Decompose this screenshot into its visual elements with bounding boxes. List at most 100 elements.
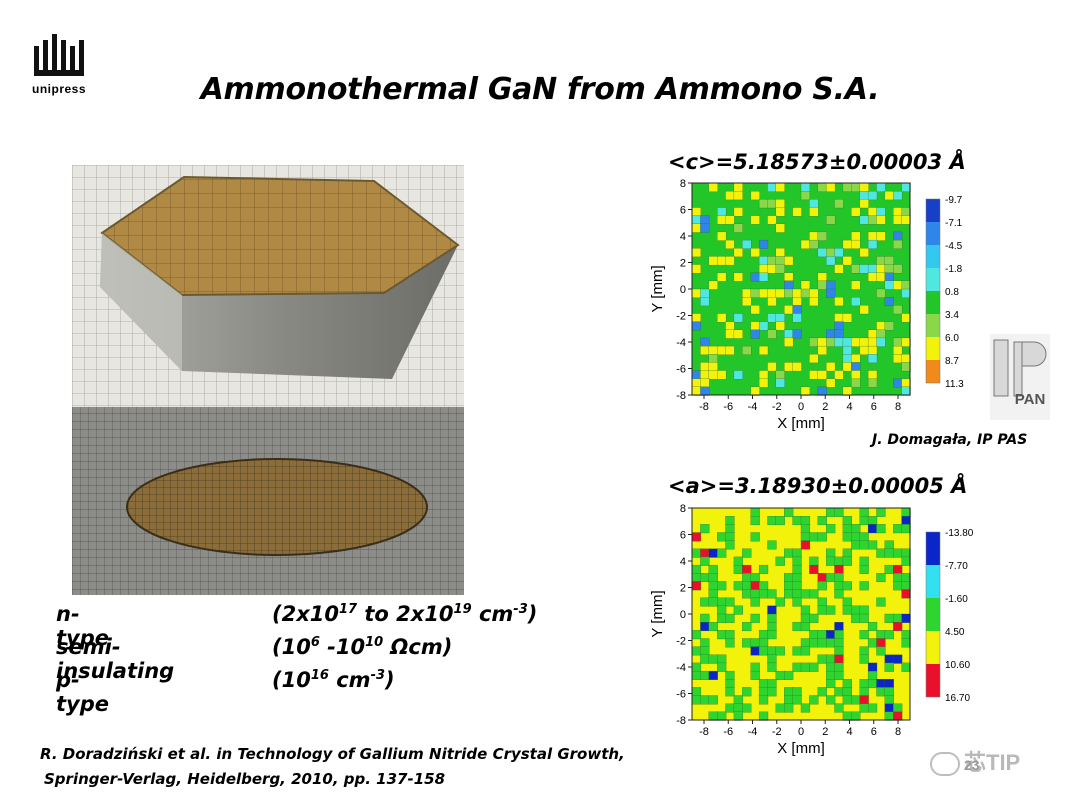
map-cell [859,337,869,347]
map-cell [750,329,760,339]
map-cell [725,239,735,249]
legend-swatch [926,337,940,360]
map-cell [750,638,760,648]
map-cell [884,191,894,201]
map-cell [758,679,769,689]
map-cell [893,711,903,721]
map-cell [867,370,878,380]
map-cell [717,597,727,607]
map-cell [708,695,718,705]
map-cell [901,313,911,323]
map-cell [893,231,903,241]
map-cell [834,264,844,274]
map-cell [725,516,735,526]
map-cell [750,516,760,526]
map-cell [876,638,886,648]
map-cell [901,386,911,396]
map-cell [750,532,760,542]
unipress-logo [34,34,84,76]
map-cell [758,695,769,705]
map-cell [867,679,878,689]
map-cell [876,630,886,640]
map-cell [775,703,785,713]
map-cell [901,630,911,640]
legend-swatch [926,268,940,291]
y-tick-label: -6 [676,364,686,376]
map-cell [691,662,702,672]
legend-label: 3.4 [945,310,959,321]
map-cell [742,573,752,583]
map-cell [842,524,852,534]
map-cell [742,548,752,558]
map-cell [826,288,836,298]
map-cell [834,321,844,331]
map-cell [859,540,869,550]
map-cell [784,548,794,558]
map-cell [775,378,785,388]
map-cell [691,378,702,388]
map-cell [809,337,819,347]
map-cell [826,573,836,583]
map-cell [893,564,903,574]
c-map-axes: -8 -6 -4 -2 0 2 4 6 8 8 6 4 2 0 -2 -4 -6 -8 X [mm] Y [mm] [649,178,911,432]
map-cell [758,199,769,209]
y-tick-label: 2 [680,583,686,595]
map-cell [893,581,903,591]
map-cell [758,564,769,574]
map-cell [691,386,702,396]
map-cell [817,573,827,583]
a-map-field [691,507,911,721]
map-cell [842,337,852,347]
property-name: semi-insulating [56,635,175,683]
map-cell [809,695,819,705]
map-cell [775,313,785,323]
y-tick-label: 0 [680,284,686,296]
map-cell [893,524,903,534]
legend-label: -9.7 [945,195,963,206]
legend-swatch [926,565,940,598]
map-cell [792,695,802,705]
map-cell [775,248,785,258]
map-cell [708,711,718,721]
map-cell [851,613,861,623]
map-cell [792,622,802,632]
map-cell [750,613,760,623]
ip-pas-logo: PAN [990,334,1050,420]
map-cell [859,703,869,713]
map-cell [901,362,911,372]
x-tick-label: 4 [846,726,852,738]
map-cell [767,630,777,640]
map-cell [851,532,861,542]
map-cell [725,532,735,542]
x-axis-label: X [mm] [777,740,825,757]
map-cell [834,248,844,258]
map-cell [867,272,878,282]
map-cell [893,573,903,583]
map-cell [708,345,718,355]
map-cell [901,638,911,648]
map-cell [717,548,727,558]
map-cell [867,540,878,550]
map-cell [708,362,718,372]
map-cell [758,589,769,599]
map-cell [809,207,819,217]
map-cell [826,337,836,347]
map-cell [717,662,727,672]
map-cell [767,516,777,526]
y-tick-label: 4 [680,231,686,243]
map-cell [901,378,911,388]
map-cell [826,329,836,339]
y-tick-label: -2 [676,636,686,648]
map-cell [867,670,878,680]
map-cell [733,556,743,566]
map-cell [700,622,710,632]
map-cell [733,207,743,217]
map-cell [784,507,794,517]
map-cell [901,354,911,364]
map-cell [859,695,869,705]
map-cell [742,638,752,648]
map-cell [867,638,878,648]
map-cell [826,362,836,372]
x-tick-label: 6 [871,401,877,413]
map-cell [893,654,903,664]
